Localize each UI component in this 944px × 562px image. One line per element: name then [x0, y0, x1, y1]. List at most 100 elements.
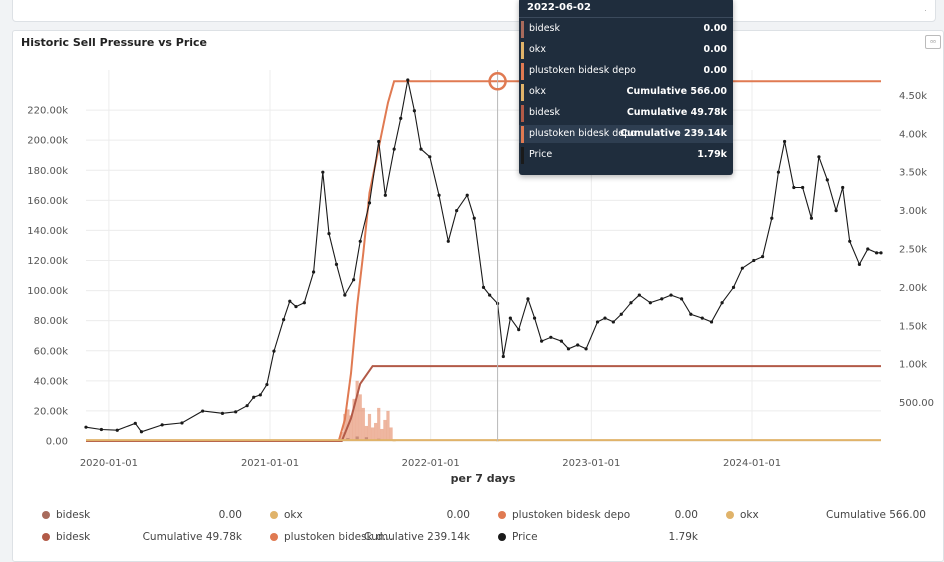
- bar-plustoken-bidesk-depo: [358, 394, 362, 441]
- y-right-tick: 3.50k: [899, 168, 927, 179]
- y-left-tick: 200.00k: [27, 136, 68, 147]
- price-point: [234, 410, 238, 414]
- legend-swatch: [42, 511, 50, 519]
- tooltip-row: plustoken bidesk depo Cumulative 239.14k: [519, 125, 733, 143]
- price-point: [782, 139, 787, 144]
- legend-swatch: [498, 533, 506, 541]
- bar-plustoken-bidesk-depo: [364, 425, 369, 441]
- legend-value: 0.00: [674, 509, 698, 521]
- chart-panel: Historic Sell Pressure vs Price ▫▫: [12, 30, 944, 562]
- x-tick: 2023-01-01: [562, 458, 620, 469]
- price-point: [526, 297, 530, 301]
- price-point: [343, 293, 347, 297]
- y-left-tick: 40.00k: [34, 376, 69, 387]
- legend-value: Cumulative 49.78k: [142, 531, 242, 543]
- expand-icon[interactable]: ▫▫: [925, 35, 941, 49]
- price-point: [866, 247, 870, 251]
- y-left-tick: 0.00: [46, 437, 68, 448]
- price-point: [669, 293, 673, 297]
- legend-name: bidesk: [56, 509, 91, 521]
- y-left-tick: 220.00k: [27, 106, 68, 117]
- y-right-tick: 500.00: [899, 398, 934, 409]
- legend-item[interactable]: bidesk Cumulative 49.78k: [42, 530, 242, 544]
- legend-item[interactable]: Price 1.79k: [498, 530, 698, 544]
- tooltip-series-name: okx: [529, 44, 546, 55]
- x-axis-label: per 7 days: [451, 472, 516, 485]
- price-point: [508, 316, 512, 320]
- price-point: [412, 109, 416, 113]
- price-point: [584, 347, 588, 351]
- bar-plustoken-bidesk-depo: [343, 413, 347, 441]
- legend-item[interactable]: okx 0.00: [270, 508, 470, 522]
- lines-layer: [84, 78, 883, 442]
- price-point: [629, 301, 633, 305]
- tooltip-series-value: 0.00: [703, 23, 727, 34]
- price-point: [327, 232, 331, 236]
- price-point: [752, 258, 756, 263]
- price-point: [700, 316, 704, 320]
- tooltip-series-name: Price: [529, 149, 553, 160]
- tooltip-series-value: Cumulative 239.14k: [620, 128, 727, 139]
- bar-plustoken-bidesk-depo: [377, 407, 381, 441]
- legend-name: Price: [512, 531, 538, 543]
- price-point: [603, 316, 607, 320]
- y-left-tick: 20.00k: [34, 406, 69, 417]
- price-point: [801, 185, 805, 190]
- price-point: [874, 251, 879, 255]
- price-point: [648, 301, 652, 305]
- legend-swatch: [726, 511, 734, 519]
- y-right-tick: 1.50k: [899, 321, 927, 332]
- price-point: [472, 216, 476, 220]
- legend-name: okx: [740, 509, 759, 521]
- price-point: [481, 285, 486, 289]
- legend-swatch: [42, 533, 50, 541]
- cumulative-line-bidesk: [86, 365, 881, 442]
- price-point: [817, 155, 821, 159]
- bar-plustoken-bidesk-depo: [389, 427, 393, 441]
- y-right-tick: 1.00k: [899, 360, 927, 371]
- tooltip-series-value: Cumulative 566.00: [626, 86, 727, 97]
- price-point: [437, 193, 441, 197]
- price-point: [792, 185, 796, 190]
- price-point: [446, 239, 450, 243]
- price-point: [848, 239, 852, 243]
- y-right-tick: 2.00k: [899, 283, 927, 294]
- price-point: [302, 301, 306, 305]
- price-point: [352, 278, 356, 282]
- legend-item[interactable]: plustoken bidesk d… Cumulative 239.14k: [270, 530, 470, 544]
- y-left-tick: 140.00k: [27, 226, 68, 237]
- price-point: [825, 178, 829, 182]
- price-point: [272, 349, 276, 353]
- price-point: [367, 201, 372, 205]
- bar-plustoken-bidesk-depo: [361, 407, 365, 441]
- tooltip-series-name: plustoken bidesk depo: [529, 128, 636, 139]
- price-point: [532, 316, 537, 320]
- bar-plustoken-bidesk-depo: [367, 413, 372, 441]
- price-point: [220, 411, 225, 415]
- legend-value: Cumulative 566.00: [825, 509, 926, 521]
- price-point: [311, 270, 316, 274]
- price-point: [720, 301, 724, 305]
- price-point: [252, 395, 256, 399]
- tooltip-series-name: plustoken bidesk depo: [529, 65, 636, 76]
- y-left-tick: 100.00k: [27, 286, 68, 297]
- price-point: [740, 266, 744, 270]
- y-left-tick: 60.00k: [34, 346, 69, 357]
- legend-item[interactable]: bidesk 0.00: [42, 508, 242, 522]
- price-point: [419, 147, 423, 151]
- price-point: [809, 216, 814, 220]
- legend-item[interactable]: plustoken bidesk depo 0.00: [498, 508, 698, 522]
- tooltip-swatch: [521, 126, 524, 143]
- legend-swatch: [498, 511, 506, 519]
- price-point: [282, 318, 286, 322]
- price-point: [139, 430, 144, 434]
- price-point: [84, 425, 88, 429]
- price-point: [399, 116, 403, 121]
- price-point: [611, 320, 615, 324]
- price-point: [841, 185, 845, 190]
- card-corner-mark: ·: [924, 5, 927, 15]
- price-point: [595, 320, 600, 324]
- legend-item[interactable]: okx Cumulative 566.00: [726, 508, 926, 522]
- tooltip-row: Price 1.79k: [519, 146, 733, 164]
- price-point: [201, 409, 205, 413]
